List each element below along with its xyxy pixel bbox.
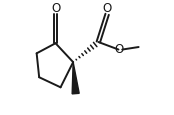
Text: O: O bbox=[102, 2, 111, 15]
Text: O: O bbox=[114, 43, 124, 56]
Polygon shape bbox=[72, 63, 79, 94]
Text: O: O bbox=[51, 2, 60, 15]
